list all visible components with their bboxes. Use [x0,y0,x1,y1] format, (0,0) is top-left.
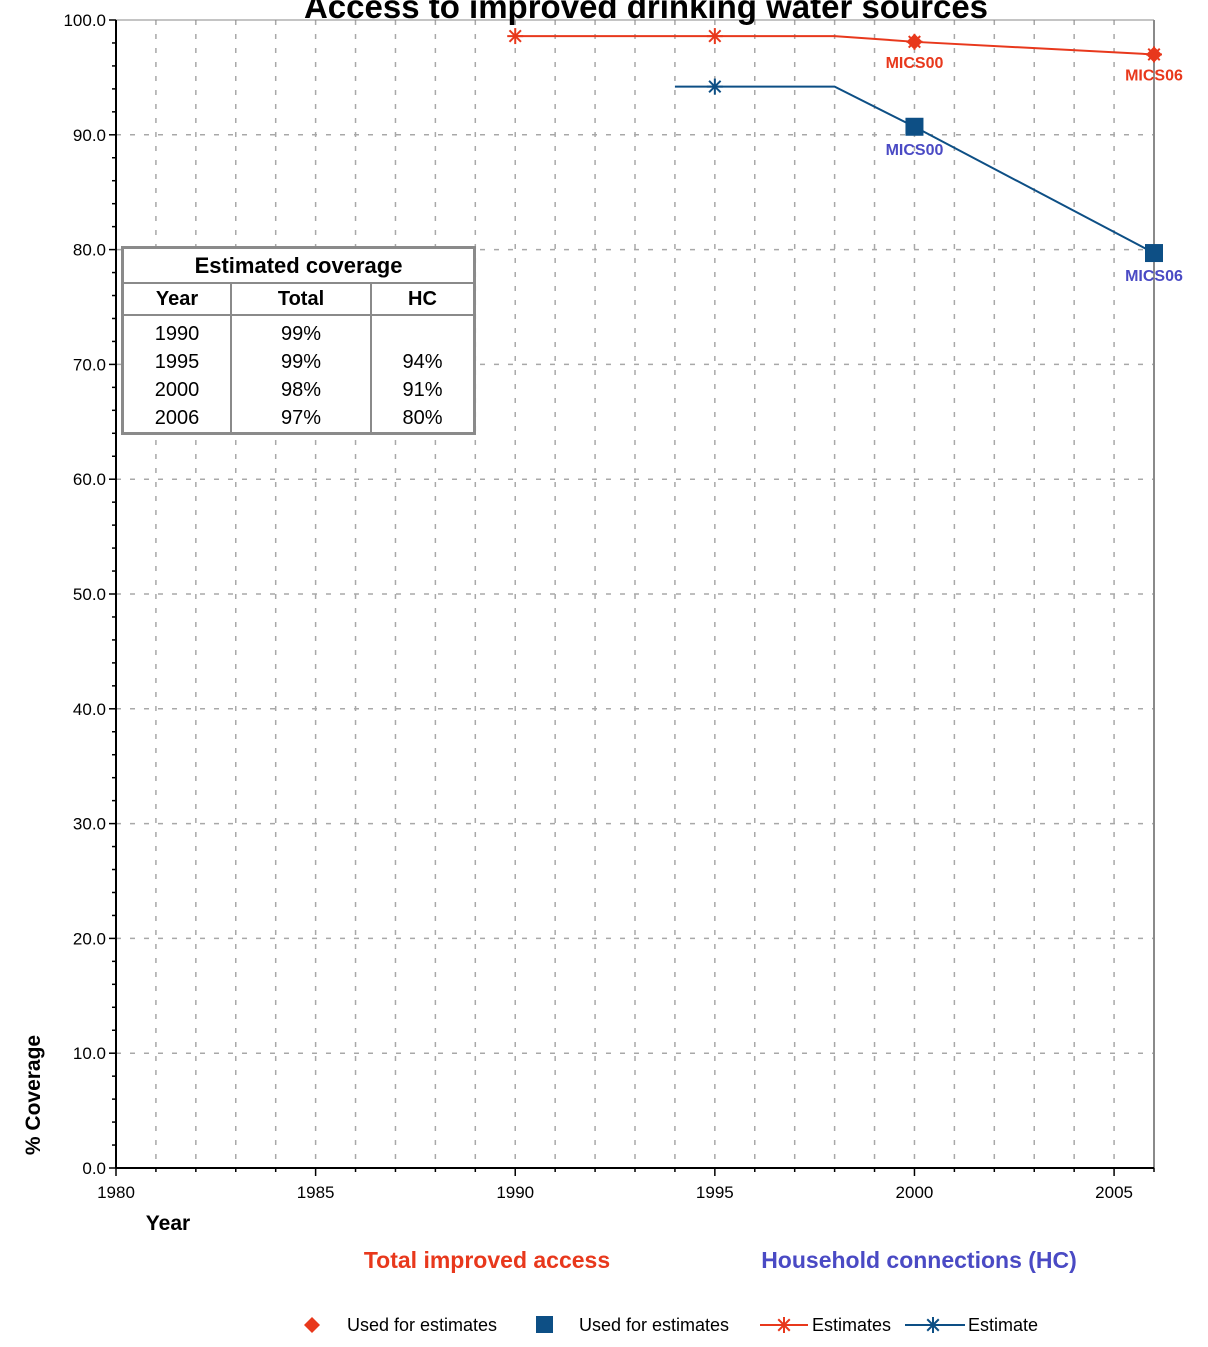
legend-symbol-star [925,1317,941,1333]
subhead-total: Total improved access [364,1247,610,1273]
survey-label-total: MICS06 [1125,67,1183,84]
y-axis-title: % Coverage [22,1035,45,1155]
legend-label: Estimate [968,1315,1038,1335]
survey-point-hc [1145,244,1163,263]
coverage-table: Estimated coverage Year Total HC 1990 99… [121,246,476,435]
survey-point-hc [905,117,924,136]
survey-point-total [906,33,923,50]
coverage-table-header-year: Year [124,284,232,316]
survey-label-total: MICS00 [886,55,944,72]
cell-hc: 80% [402,406,443,429]
legend-label: Used for estimates [347,1315,497,1335]
cell-year: 2000 [124,376,232,404]
coverage-table-row: 1995 99% 94% [124,348,473,376]
y-tick-label: 10.0 [73,1044,106,1063]
y-tick-label: 70.0 [73,355,106,374]
y-tick-label: 80.0 [73,241,106,260]
subhead-hc: Household connections (HC) [761,1247,1077,1273]
legend-symbol-square [536,1316,553,1333]
coverage-table-header-total: Total [231,284,372,316]
y-tick-label: 60.0 [73,470,106,489]
coverage-table-title: Estimated coverage [124,249,473,284]
y-tick-label: 30.0 [73,815,106,834]
cell-year: 2006 [124,404,232,432]
legend-symbol-diamond [304,1317,320,1333]
cell-total: 97% [231,404,372,432]
y-tick-label: 0.0 [82,1159,106,1178]
axes: 0.0 10.0 20.0 30.0 40.0 50.0 60.0 70.0 80.0 90.0 1… [22,0,1155,1235]
survey-point-total [1146,46,1162,63]
survey-label-hc: MICS06 [1125,268,1183,285]
cell-hc: 91% [402,378,443,401]
coverage-table-row: 1990 99% [124,315,473,348]
x-tick-label: 2000 [896,1183,934,1202]
y-tick-label: 90.0 [73,126,106,145]
x-tick-label: 1980 [97,1183,135,1202]
legend-symbol-star [776,1317,792,1333]
x-axis-title: Year [146,1212,190,1235]
y-tick-label: 50.0 [73,585,106,604]
chart-title: Access to improved drinking water source… [304,0,988,25]
series-line-total [515,35,1155,56]
cell-total: 99% [231,348,372,376]
x-tick-label: 1990 [496,1183,534,1202]
cell-year: 1995 [124,348,232,376]
y-tick-label: 20.0 [73,929,106,948]
y-tick-label: 40.0 [73,700,106,719]
x-tick-label: 1985 [297,1183,335,1202]
coverage-table-row: 2006 97% 80% [124,404,473,432]
cell-year: 1990 [124,315,232,348]
x-tick-label: 1995 [696,1183,734,1202]
gridlines [116,20,1155,1168]
legend-label: Used for estimates [579,1315,729,1335]
series-line-hc [674,85,1155,254]
x-tick-label: 2005 [1095,1183,1133,1202]
series-layer [507,28,1163,263]
series-point-total [706,28,723,45]
series-point-total [507,28,524,45]
y-tick-label: 100.0 [63,11,106,30]
coverage-table-row: 2000 98% 91% [124,376,473,404]
survey-label-hc: MICS00 [886,142,944,159]
coverage-table-header-hc: HC [371,284,473,316]
labels-layer: MICS00 MICS06 MICS00 MICS06 Total improved a… [364,55,1183,1273]
coverage-table-header-row: Year Total HC [124,284,473,316]
legend-label: Estimates [812,1315,891,1335]
legend: Used for estimates Used for estimates Esti… [304,1315,1038,1335]
series-point-hc [706,78,723,95]
cell-hc: 94% [402,350,443,373]
cell-hc [371,315,473,348]
cell-total: 98% [231,376,372,404]
cell-total: 99% [231,315,372,348]
